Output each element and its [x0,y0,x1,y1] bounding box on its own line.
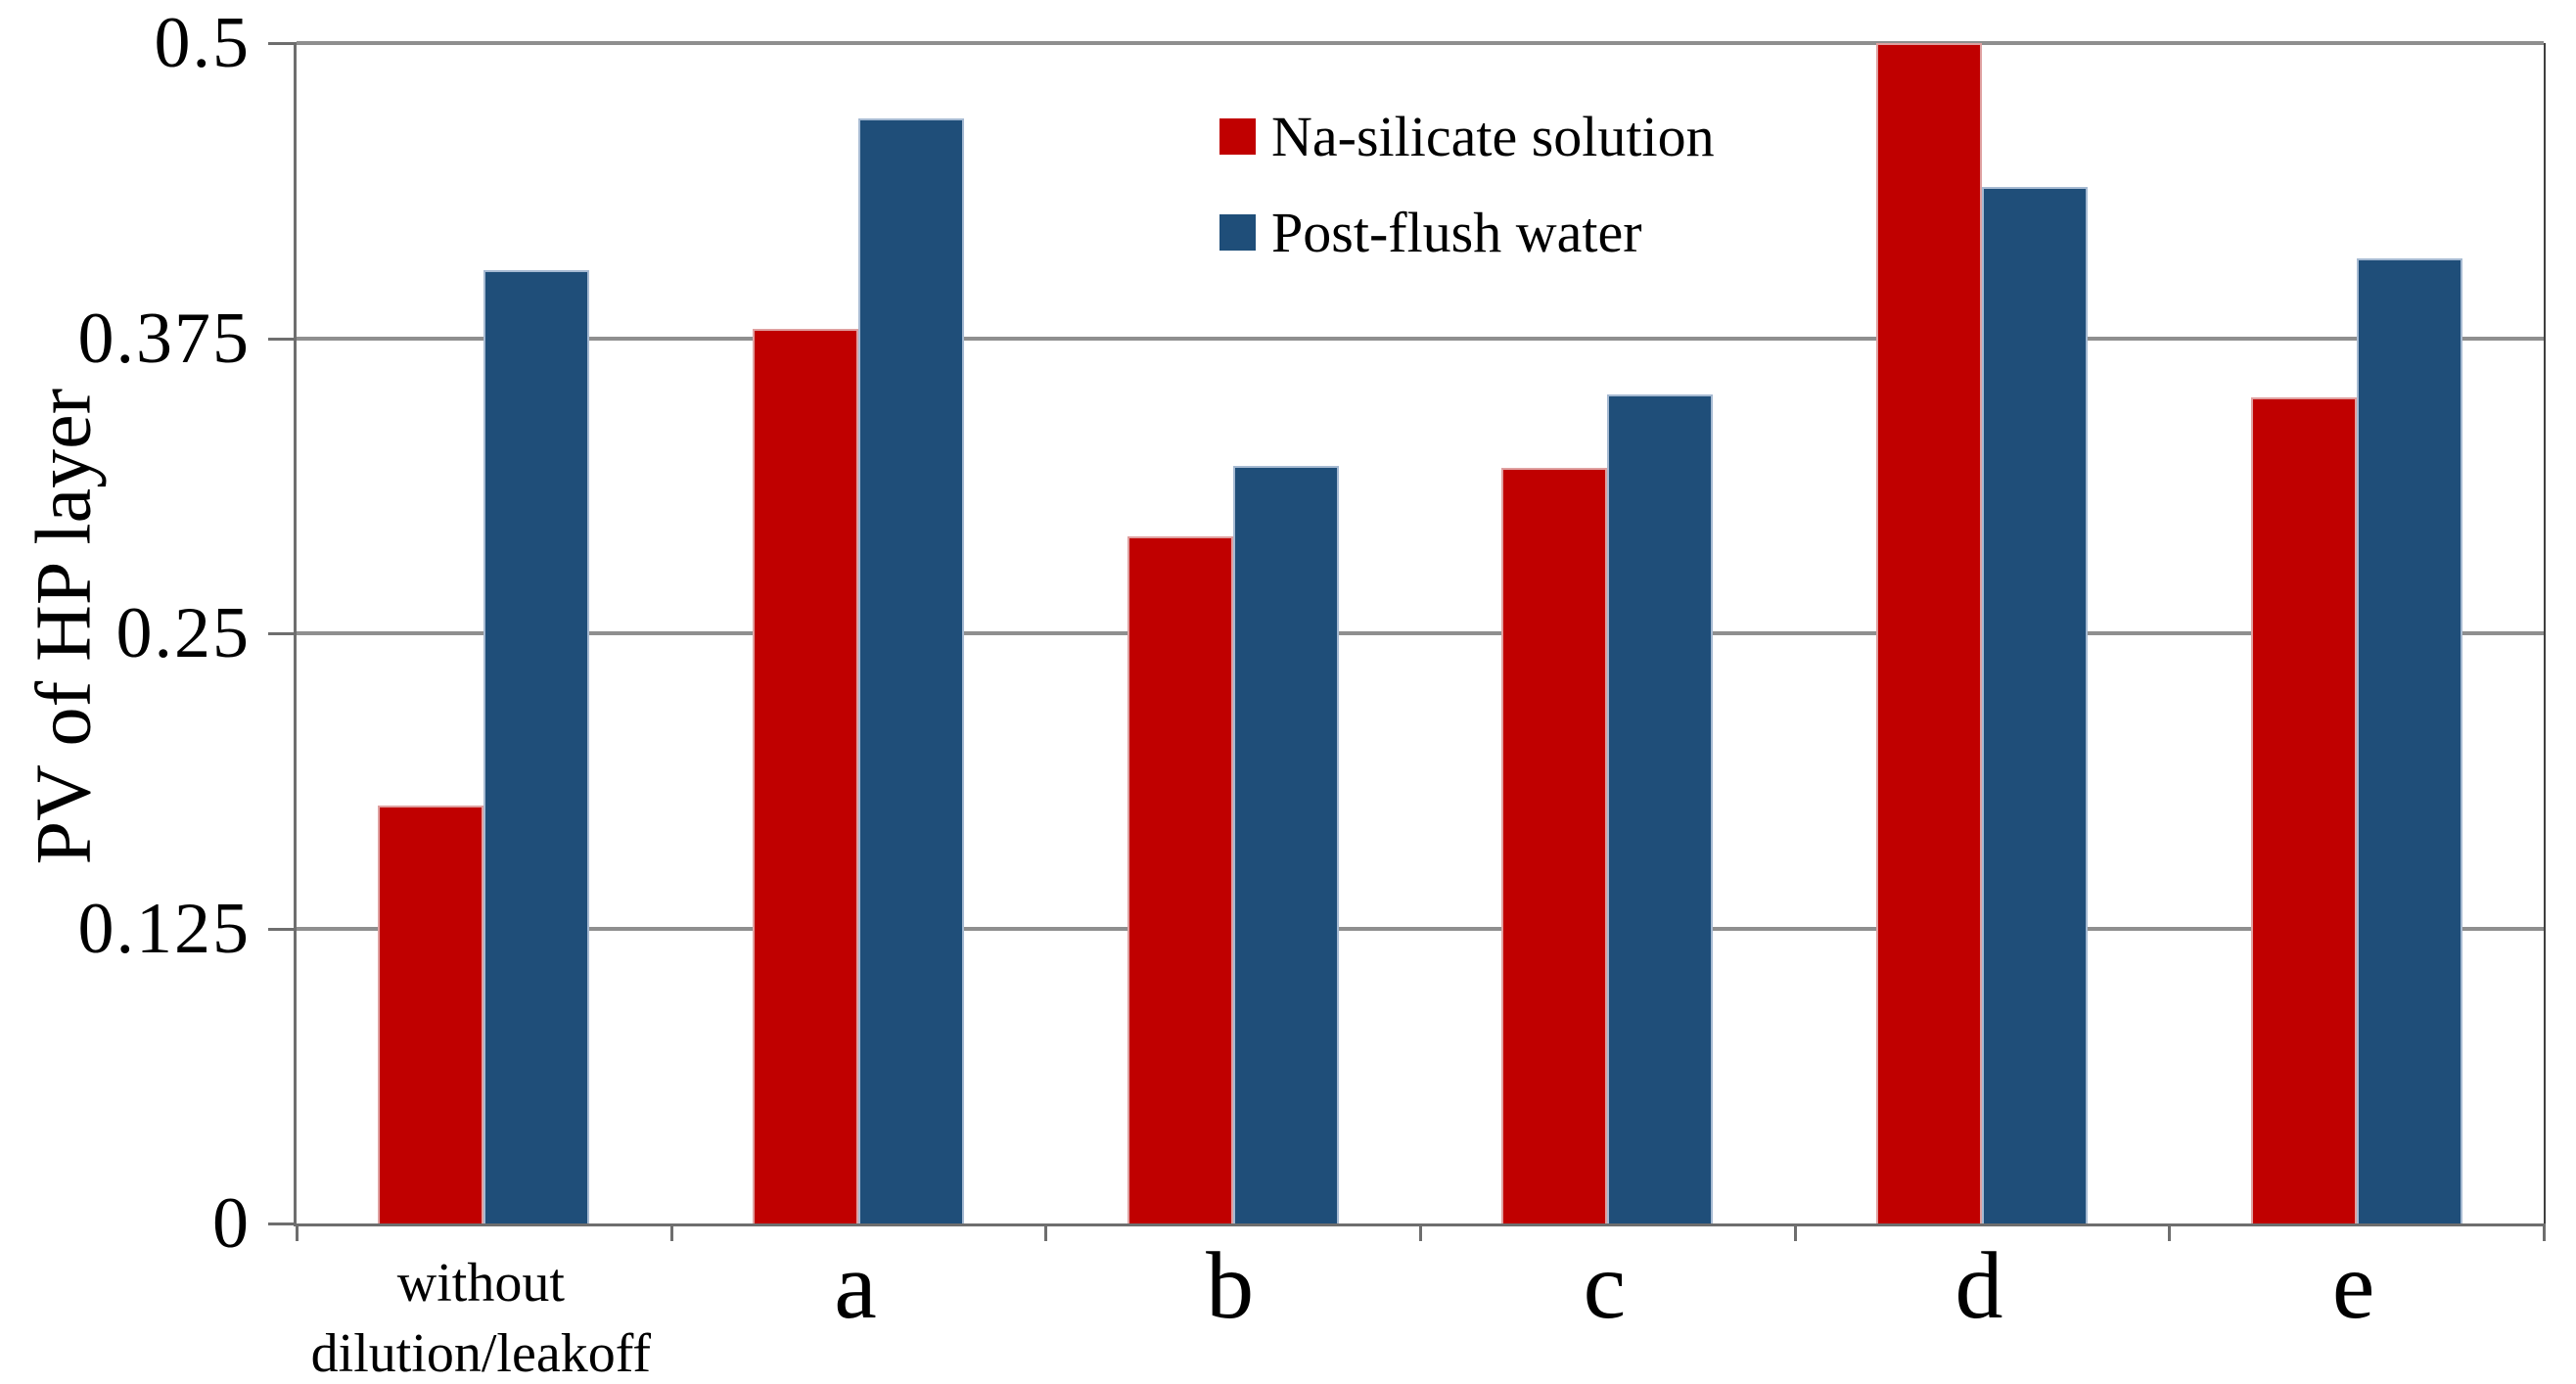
bar-na-silicate-2 [753,328,858,1223]
bar-na-silicate-6 [2250,396,2357,1223]
bar-na-silicate-1 [378,806,484,1223]
x-axis-category-labels: without dilution/leakoff a b c d e [294,1233,2541,1384]
gridline-0.25 [297,631,2544,635]
x-category-label-5: d [1955,1233,2003,1339]
legend: Na-silicate solution Post-flush water [1219,106,1715,298]
x-axis-tickmark [1419,1223,1422,1241]
legend-swatch-icon [1219,214,1256,252]
y-tick-label: 0.125 [77,888,251,969]
bar-group-a [671,43,1046,1223]
x-axis-tickmark [1044,1223,1048,1241]
x-category-label-3: b [1206,1233,1255,1339]
legend-swatch-icon [1219,118,1256,156]
y-tick-label: 0 [212,1183,251,1264]
gridline-0.5 [297,41,2544,45]
x-category-label-2: a [834,1233,877,1339]
y-axis-tickmark [268,632,297,635]
bar-group-b [1045,43,1420,1223]
bar-group-without-dilution-leakoff [297,43,671,1223]
x-category-label-1: without dilution/leakoff [310,1253,651,1384]
x-axis-tickmark [2543,1223,2546,1241]
y-tick-label: 0.5 [154,3,251,83]
bar-na-silicate-4 [1501,468,1608,1223]
x-category-label-6: e [2331,1233,2375,1339]
bar-group-d [1795,43,2170,1223]
x-axis-tickmark [1793,1223,1797,1241]
plot-area [268,41,2546,1241]
y-axis-tickmark [268,337,297,341]
bar-na-silicate-5 [1876,43,1982,1223]
x-category-label-4: c [1583,1233,1627,1339]
y-axis-tickmark [268,927,297,931]
x-axis-tickmark [296,1223,299,1241]
x-axis-tickmark [669,1223,673,1241]
y-tick-label: 0.25 [115,593,251,673]
bar-group-e [2169,43,2544,1223]
y-axis-tick-labels: 0 0.125 0.25 0.375 0.5 [0,7,262,1260]
bar-post-flush-2 [857,118,964,1223]
y-axis-tickmark [268,1223,297,1225]
y-tick-label: 0.375 [77,298,251,379]
legend-label: Post-flush water [1271,200,1642,264]
bar-post-flush-1 [483,269,590,1223]
bar-post-flush-5 [1981,187,2088,1223]
bar-group-c [1420,43,1795,1223]
gridline-0.375 [297,336,2544,341]
bar-post-flush-3 [1232,465,1339,1223]
legend-label: Na-silicate solution [1271,105,1715,168]
x-axis-tickmark [2168,1223,2172,1241]
bar-post-flush-6 [2356,257,2462,1223]
y-axis-tickmark [268,42,297,45]
bar-post-flush-4 [1607,394,1714,1223]
legend-item: Post-flush water [1219,200,1715,264]
gridline-0.125 [297,926,2544,931]
bar-na-silicate-3 [1127,536,1233,1223]
legend-item: Na-silicate solution [1219,106,1715,168]
